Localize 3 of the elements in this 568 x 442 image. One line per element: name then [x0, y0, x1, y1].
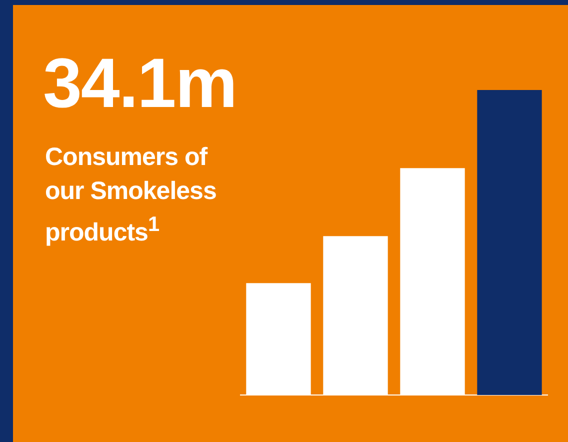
chart-title: 34.1m: [43, 44, 236, 122]
text: Consumers of our Smokeless products$^{1}$: [45, 142, 218, 248]
bar: [477, 90, 542, 395]
